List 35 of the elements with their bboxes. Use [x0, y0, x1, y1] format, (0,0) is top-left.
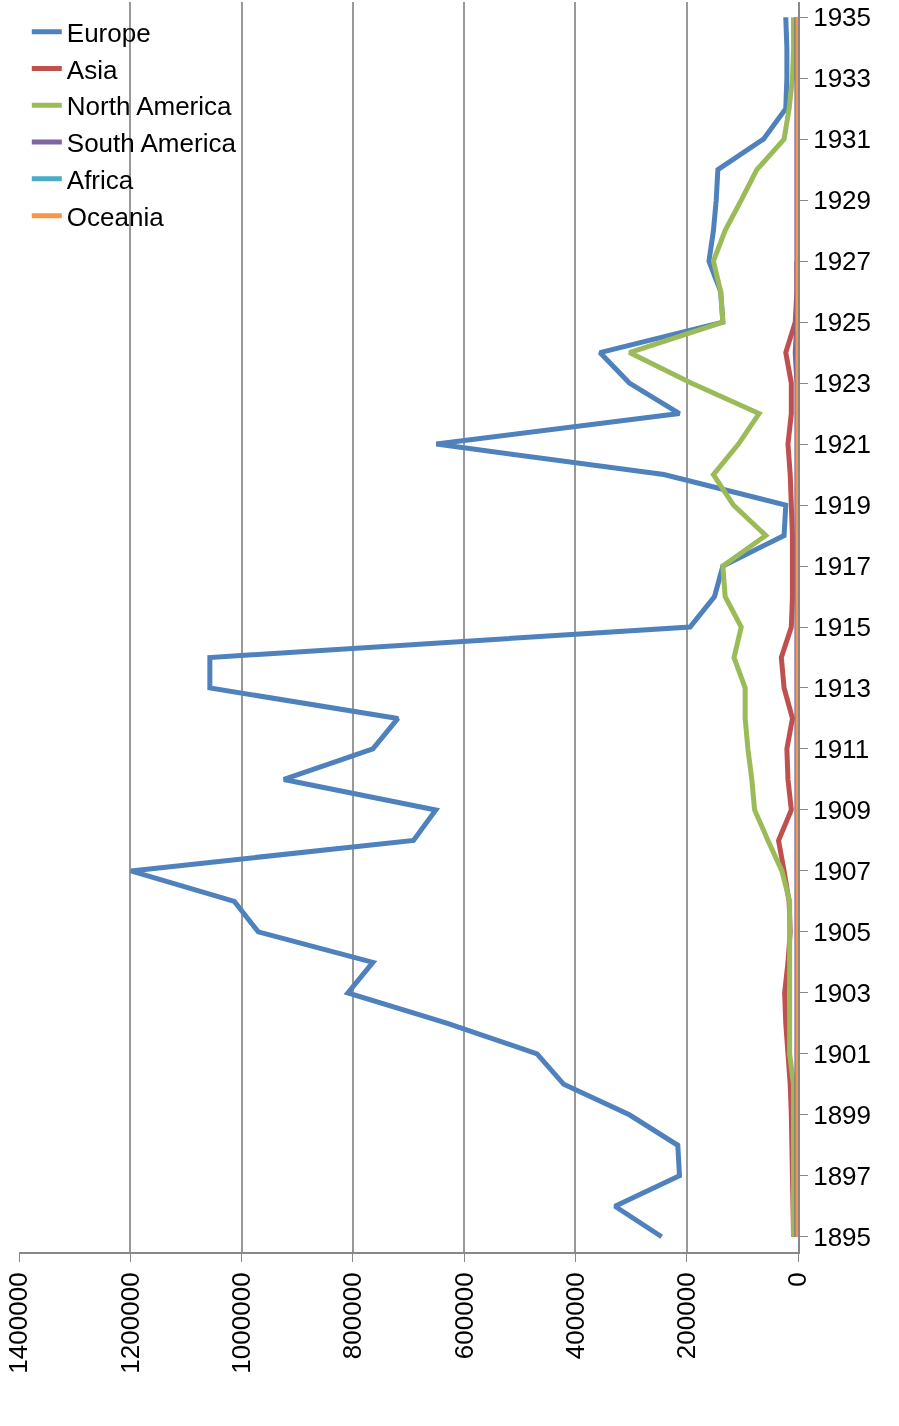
- x-tick-label: 400000: [559, 1272, 590, 1360]
- y-tick-label: 1899: [813, 1099, 872, 1130]
- legend-label: Europe: [66, 17, 151, 48]
- y-tick-label: 1929: [813, 185, 872, 216]
- x-tick-label: 200000: [671, 1272, 702, 1360]
- y-tick-label: 1931: [813, 124, 872, 155]
- y-tick-label: 1919: [813, 490, 872, 521]
- y-tick-label: 1903: [813, 977, 872, 1008]
- y-tick-label: 1895: [813, 1221, 872, 1252]
- y-tick-label: 1921: [813, 429, 872, 460]
- y-tick-label: 1907: [813, 856, 872, 886]
- x-tick-label: 1000000: [226, 1272, 257, 1374]
- x-tick-label: 800000: [337, 1272, 368, 1360]
- y-tick-label: 1905: [813, 916, 872, 947]
- legend-label: Africa: [66, 164, 134, 195]
- y-tick-label: 1925: [813, 307, 872, 338]
- y-tick-label: 1909: [813, 795, 872, 826]
- y-tick-label: 1933: [813, 63, 872, 94]
- y-tick-label: 1901: [813, 1038, 872, 1069]
- y-tick-label: 1913: [813, 673, 872, 704]
- legend-label: South America: [66, 128, 237, 159]
- y-tick-label: 1927: [813, 246, 872, 277]
- legend-label: North America: [66, 91, 233, 122]
- x-tick-label: 1200000: [114, 1272, 145, 1374]
- y-tick-label: 1935: [813, 2, 872, 33]
- legend-label: Asia: [66, 54, 118, 85]
- y-tick-label: 1897: [813, 1160, 872, 1191]
- y-tick-label: 1923: [813, 368, 872, 399]
- y-tick-label: 1917: [813, 551, 872, 582]
- legend-label: Oceania: [66, 201, 165, 232]
- x-tick-label: 0: [782, 1272, 813, 1287]
- y-tick-label: 1911: [813, 734, 870, 765]
- x-tick-label: 600000: [448, 1272, 479, 1360]
- y-tick-label: 1915: [813, 612, 872, 643]
- x-tick-label: 1400000: [3, 1272, 34, 1374]
